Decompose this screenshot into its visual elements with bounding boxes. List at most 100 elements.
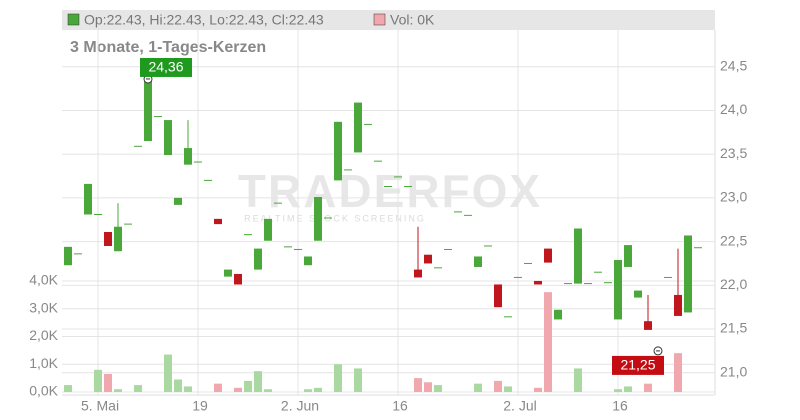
- watermark-sub: REALTIME STOCK SCREENING: [244, 213, 426, 223]
- candle-body: [144, 78, 152, 142]
- candle-body: [414, 269, 422, 278]
- candle-body: [434, 267, 442, 269]
- header-bar: [62, 10, 715, 30]
- candle-body: [154, 116, 162, 118]
- volume-bar: [174, 379, 182, 392]
- candle-body: [184, 148, 192, 165]
- volume-bar: [164, 354, 172, 392]
- header-ohlc: Op:22.43, Hi:22.43, Lo:22.43, Cl:22.43: [84, 12, 324, 28]
- candle-body: [94, 213, 102, 215]
- candle-body: [114, 226, 122, 252]
- candle-body: [694, 247, 702, 249]
- y-tick-label: 22,0: [720, 276, 747, 292]
- candle-body: [314, 197, 322, 241]
- candle-body: [404, 186, 412, 188]
- x-tick-label: 19: [192, 398, 208, 414]
- y-tick-label: 23,5: [720, 145, 747, 161]
- volume-bar: [414, 378, 422, 392]
- volume-bar: [184, 386, 192, 392]
- candle-body: [254, 248, 262, 270]
- candle-body: [464, 214, 472, 216]
- candle-body: [394, 176, 402, 178]
- volume-swatch: [373, 13, 386, 26]
- candle-body: [474, 256, 482, 267]
- volume-bar: [474, 383, 482, 392]
- volume-bar: [264, 389, 272, 392]
- candle-body: [554, 309, 562, 320]
- y-tick-label: 22,5: [720, 232, 747, 248]
- header-volume: Vol: 0K: [390, 12, 435, 28]
- candle-body: [164, 120, 172, 156]
- volume-bar: [214, 383, 222, 392]
- candle-body: [634, 290, 642, 298]
- candle-body: [604, 282, 612, 284]
- volume-bar: [424, 382, 432, 392]
- candle-body: [624, 245, 632, 267]
- candle-body: [64, 246, 72, 266]
- volume-bar: [354, 368, 362, 392]
- candle-body: [334, 121, 342, 181]
- volume-bar: [304, 389, 312, 392]
- candle-body: [524, 262, 532, 264]
- candle-body: [364, 123, 372, 125]
- x-tick-label: 16: [392, 398, 408, 414]
- candle-body: [584, 283, 592, 285]
- volume-bar: [254, 371, 262, 392]
- volume-bar: [334, 364, 342, 392]
- candle-body: [284, 246, 292, 248]
- candle-body: [444, 248, 452, 250]
- candle-body: [124, 223, 132, 225]
- candle-body: [234, 273, 242, 285]
- candle-body: [514, 276, 522, 278]
- candle-body: [194, 161, 202, 163]
- x-tick-label: 2. Jun: [281, 398, 319, 414]
- candle-body: [544, 248, 552, 263]
- candle-body: [204, 179, 212, 181]
- volume-bar: [644, 383, 652, 392]
- candle-body: [174, 197, 182, 205]
- ohlc-swatch: [67, 13, 80, 26]
- volume-bar: [674, 353, 682, 392]
- volume-bar: [94, 369, 102, 392]
- candle-body: [674, 294, 682, 316]
- x-tick-label: 16: [612, 398, 628, 414]
- candle-body: [304, 256, 312, 266]
- candle-body: [574, 228, 582, 284]
- x-tick-label: 2. Jul: [503, 398, 536, 414]
- candle-body: [264, 218, 272, 241]
- volume-tick-label: 1,0K: [29, 355, 58, 371]
- candle-body: [424, 254, 432, 264]
- subtitle: 3 Monate, 1-Tages-Kerzen: [70, 39, 266, 56]
- extreme-label-box: [140, 57, 192, 77]
- candle-body: [214, 218, 222, 225]
- volume-bar: [244, 380, 252, 392]
- x-tick-label: 5. Mai: [81, 398, 119, 414]
- watermark: TRADERFOX: [238, 165, 542, 217]
- candle-body: [74, 253, 82, 255]
- volume-bar: [624, 386, 632, 392]
- volume-tick-label: 0,0K: [29, 383, 58, 399]
- volume-bar: [504, 386, 512, 392]
- candle-body: [374, 160, 382, 162]
- volume-bar: [534, 387, 542, 392]
- candle-body: [494, 284, 502, 308]
- volume-tick-label: 2,0K: [29, 327, 58, 343]
- candle-body: [644, 321, 652, 330]
- candle-body: [134, 145, 142, 147]
- candle-body: [294, 248, 302, 250]
- candle-body: [224, 269, 232, 277]
- volume-bar: [314, 387, 322, 392]
- candle-body: [324, 217, 332, 219]
- candle-body: [504, 316, 512, 318]
- extreme-label: 21,25: [620, 357, 655, 373]
- volume-bar: [64, 385, 72, 392]
- volume-bar: [434, 385, 442, 392]
- volume-bar: [574, 368, 582, 392]
- candle-body: [684, 235, 692, 313]
- candle-body: [344, 169, 352, 171]
- extreme-label: 24,36: [148, 59, 183, 75]
- volume-bar: [134, 385, 142, 392]
- candle-body: [484, 245, 492, 247]
- volume-bar: [494, 380, 502, 392]
- y-tick-label: 21,5: [720, 320, 747, 336]
